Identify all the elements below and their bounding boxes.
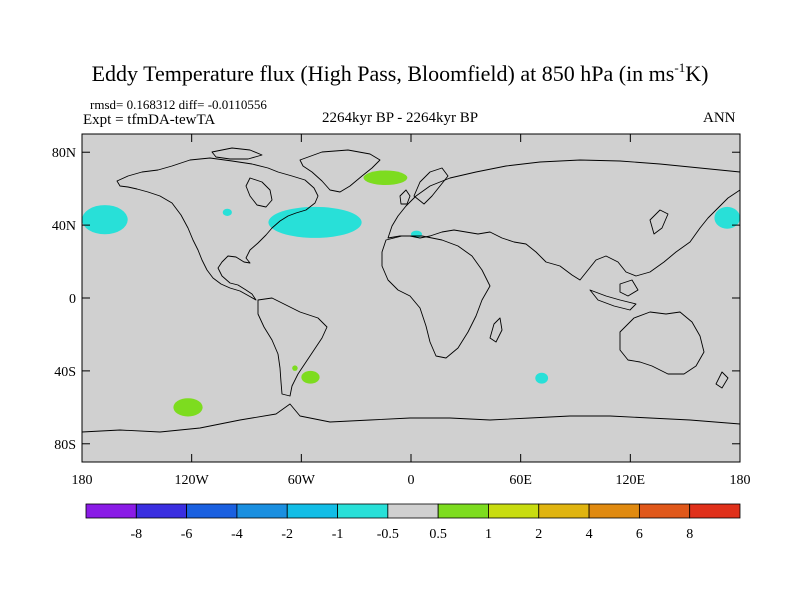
chart-title-main: Eddy Temperature flux (High Pass, Bloomf…: [91, 61, 675, 86]
coast-antarctica: [81, 403, 741, 433]
colorbar-label: -2: [281, 527, 293, 542]
x-tick-label: 0: [408, 473, 415, 488]
colorbar-label: 0.5: [429, 527, 447, 542]
x-tick-label: 120E: [616, 473, 646, 488]
region-greenland-green: [363, 170, 408, 186]
colorbar-label: -8: [130, 527, 142, 542]
y-tick-label: 80N: [52, 146, 76, 161]
x-tick-label: 180: [730, 473, 751, 488]
coast-africa: [381, 235, 491, 359]
region-patagonia-green: [292, 365, 298, 371]
y-tick-label: 0: [69, 292, 76, 307]
colorbar-swatch: [387, 503, 439, 519]
y-tick-label: 40S: [54, 365, 76, 380]
experiment-label: Expt = tfmDA-tewTA: [83, 112, 216, 128]
colorbar-swatch: [186, 503, 238, 519]
colorbar-label: 2: [535, 527, 542, 542]
chart-title-tail: K): [685, 61, 709, 86]
region-south-pacific-green: [173, 398, 203, 417]
colorbar-swatch: [286, 503, 338, 519]
colorbar-label: 6: [636, 527, 643, 542]
coast-japan: [649, 209, 669, 235]
diff-value: -0.0110556: [207, 97, 267, 112]
colorbar-swatch: [135, 503, 188, 519]
coast-greenland: [299, 149, 381, 193]
colorbar-swatch: [337, 503, 389, 519]
colorbar-label: 1: [485, 527, 492, 542]
colorbar-swatch: [588, 503, 640, 519]
coast-madagascar: [489, 317, 503, 343]
rmsd-value: 0.168312: [126, 97, 176, 112]
coast-borneo: [619, 279, 639, 297]
coast-arctic-islands: [211, 147, 263, 160]
period-label: 2264kyr BP - 2264kyr BP: [322, 110, 479, 126]
region-south-atlantic-green: [301, 370, 320, 384]
coast-indonesia: [589, 289, 637, 311]
stats-line: rmsd= 0.168312 diff= -0.0110556: [90, 97, 267, 113]
x-tick-label: 180: [72, 473, 93, 488]
x-axis: 180 120W 60W 0 60E 120E 180: [72, 134, 751, 488]
colorbar-label: -0.5: [377, 527, 399, 542]
y-tick-label: 40N: [52, 219, 76, 234]
coastlines: [81, 147, 741, 433]
x-tick-label: 60E: [509, 473, 532, 488]
map-layer: [81, 133, 741, 463]
colorbar-label: 8: [686, 527, 693, 542]
coast-british-isles: [399, 189, 411, 205]
coast-australia: [619, 311, 705, 375]
region-north-atlantic-cyan: [268, 206, 362, 238]
region-north-pacific-east-cyan: [82, 205, 128, 235]
colorbar-swatch: [85, 503, 137, 519]
y-tick-label: 80S: [54, 438, 76, 453]
colorbar-label: 4: [586, 527, 593, 542]
region-north-america-small-cyan: [222, 208, 232, 217]
coast-hudson-bay: [245, 177, 273, 208]
chart-title-superscript: -1: [674, 60, 686, 75]
colorbar-label: -1: [332, 527, 344, 542]
colorbar-swatch: [638, 503, 691, 519]
coast-scandinavia: [413, 167, 449, 205]
y-axis: 80N 40N 0 40S 80S: [52, 146, 740, 453]
diff-label: diff=: [178, 97, 205, 112]
rmsd-label: rmsd=: [90, 97, 124, 112]
season-label: ANN: [703, 110, 736, 126]
colorbar-swatch: [538, 503, 590, 519]
x-tick-label: 120W: [175, 473, 210, 488]
coast-new-zealand: [715, 371, 729, 389]
colorbar-swatch: [236, 503, 288, 519]
x-tick-label: 60W: [288, 473, 316, 488]
chart-title: Eddy Temperature flux (High Pass, Bloomf…: [0, 60, 800, 87]
coast-north-america: [116, 157, 319, 301]
region-north-pacific-west-cyan: [714, 206, 740, 229]
coast-eurasia: [387, 159, 741, 281]
region-south-indian-cyan: [535, 372, 549, 384]
coast-south-america: [257, 297, 328, 397]
colorbar-swatch: [488, 503, 540, 519]
colorbar-label: -6: [181, 527, 193, 542]
colorbar: -8 -6 -4 -2 -1 -0.5 0.5 1 2 4 6 8: [85, 503, 741, 542]
colorbar-swatch: [689, 503, 741, 519]
colorbar-label: -4: [231, 527, 243, 542]
colorbar-swatch: [437, 503, 489, 519]
